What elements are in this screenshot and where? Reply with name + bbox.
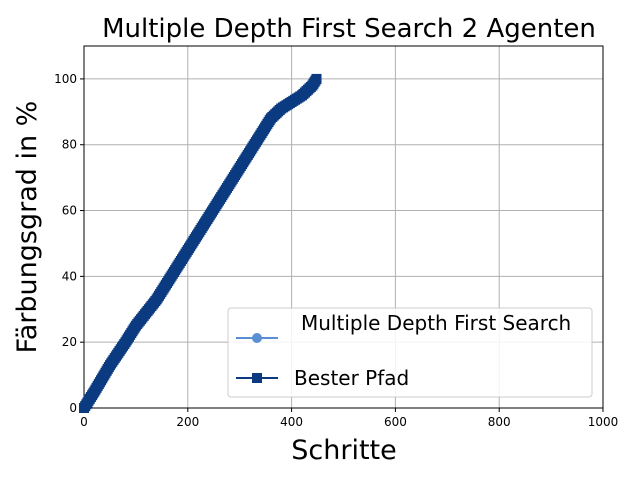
legend-marker-series-1 (252, 373, 262, 383)
y-axis-label: Färbungsgrad in % (12, 101, 43, 354)
series-marker (311, 73, 322, 84)
y-tick-label: 0 (69, 401, 77, 415)
legend-label-series-0: Multiple Depth First Search (301, 311, 571, 335)
plot-frame (83, 45, 604, 409)
legend-box (227, 307, 593, 398)
x-tick-label: 1000 (588, 415, 619, 429)
x-tick-label: 400 (280, 415, 303, 429)
series-layer (79, 73, 322, 413)
legend: Multiple Depth First Search Bester Pfad (227, 307, 593, 398)
y-tick-label: 20 (62, 335, 77, 349)
legend-label-series-1: Bester Pfad (294, 366, 409, 390)
x-tick-label: 200 (176, 415, 199, 429)
y-axis-ticks: 0 20 40 60 80 100 (54, 72, 84, 415)
legend-marker-series-0 (252, 333, 262, 343)
y-tick-label: 80 (62, 138, 77, 152)
y-tick-label: 60 (62, 204, 77, 218)
x-axis-label: Schritte (291, 435, 396, 466)
x-tick-label: 800 (488, 415, 511, 429)
chart-title: Multiple Depth First Search 2 Agenten (102, 14, 596, 44)
series-1 (79, 73, 322, 413)
y-tick-label: 40 (62, 269, 77, 283)
y-tick-label: 100 (54, 72, 77, 86)
x-axis-ticks: 0 200 400 600 800 1000 (80, 408, 618, 429)
x-tick-label: 600 (384, 415, 407, 429)
x-tick-label: 0 (80, 415, 88, 429)
